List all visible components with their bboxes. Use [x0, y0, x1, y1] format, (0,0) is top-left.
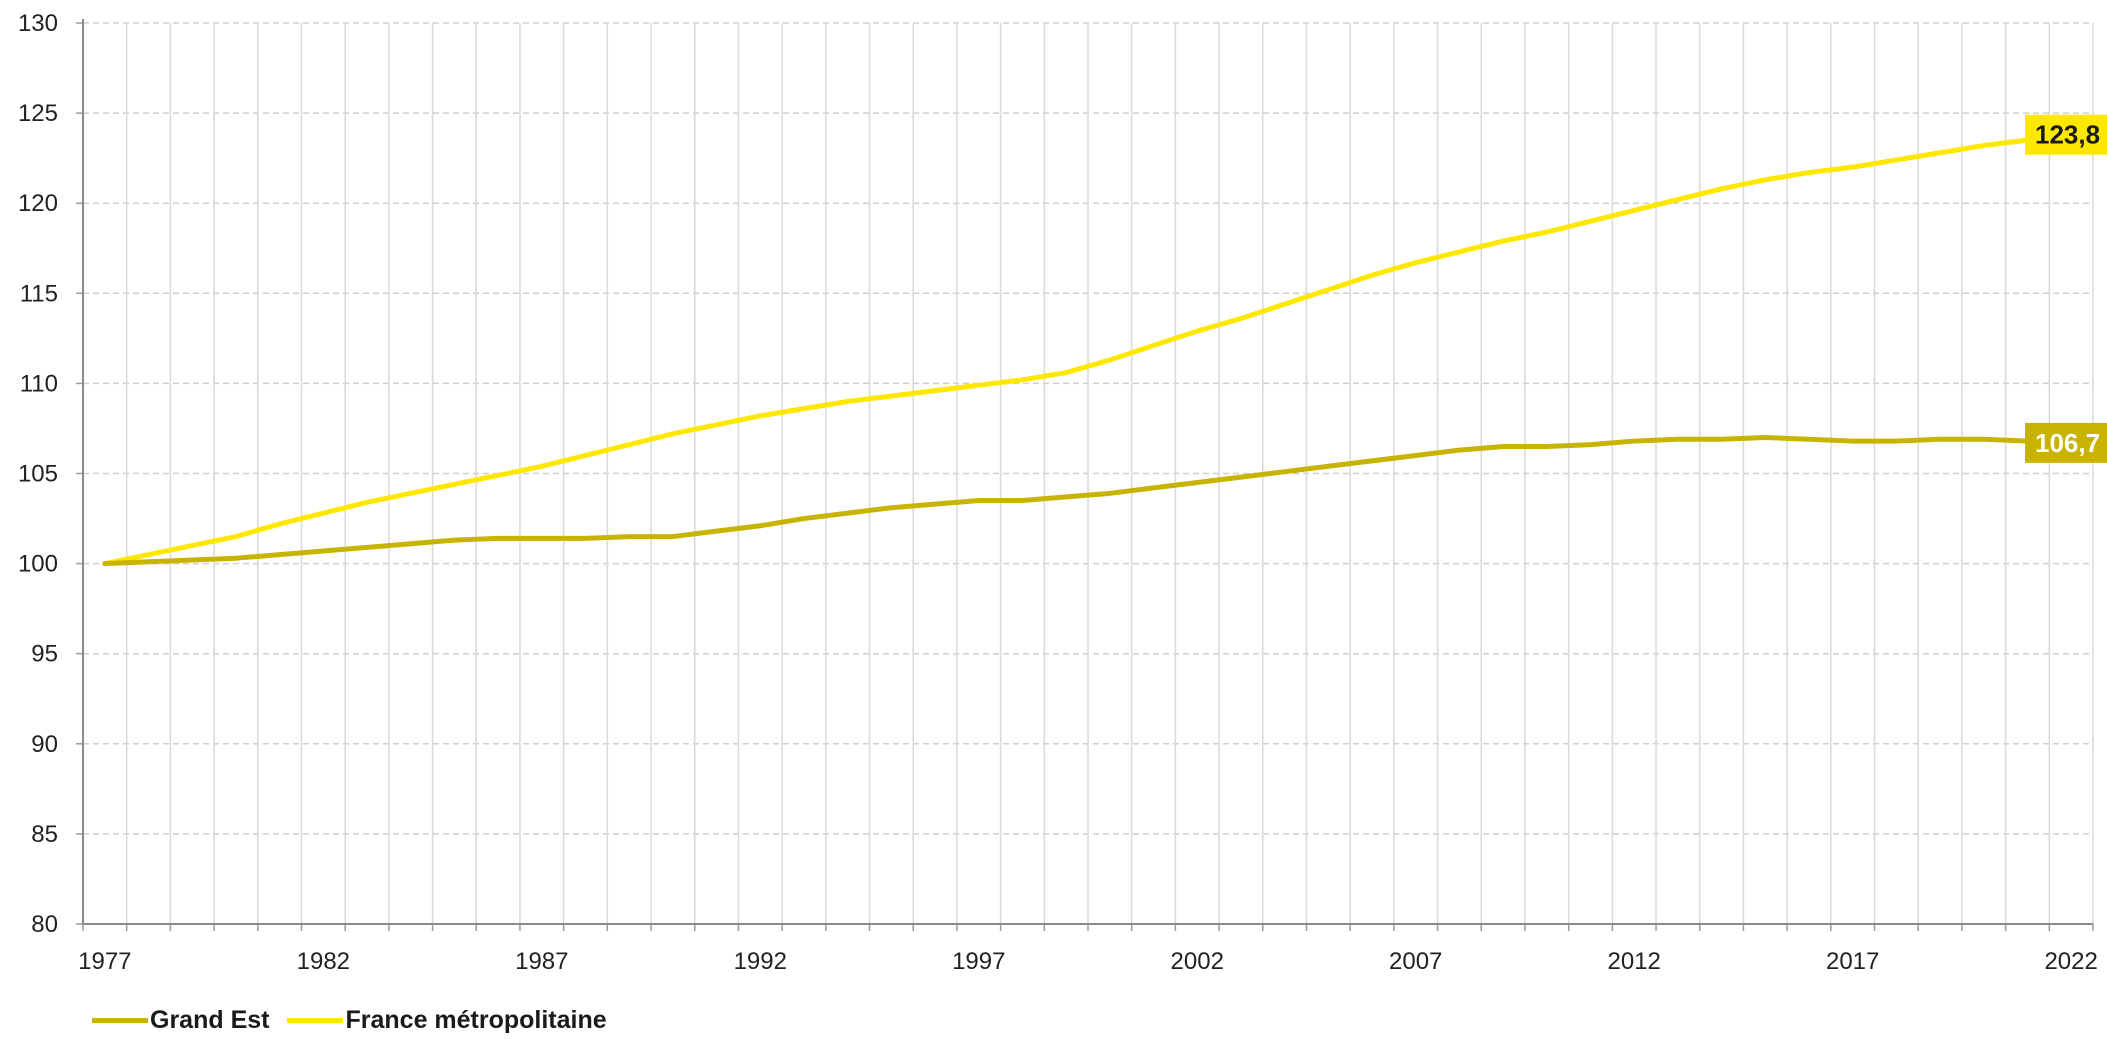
x-axis-tick-labels: 1977 1982 1987 1992 1997 2002 2007 2012 2017 2022 [78, 948, 2098, 975]
x-tick-label: 1977 [78, 948, 131, 975]
y-tick-label: 100 [18, 551, 58, 578]
legend: Grand Est France métropolitaine [92, 1006, 625, 1035]
y-tick-label: 90 [31, 731, 58, 758]
end-value-labels: 106,7 123,8 [2025, 114, 2107, 463]
legend-label-france-metropolitaine: France métropolitaine [345, 1006, 607, 1034]
y-tick-label: 95 [31, 641, 58, 668]
legend-item-france-metropolitaine: France métropolitaine [287, 1006, 607, 1035]
end-label-box [2025, 422, 2107, 463]
x-tick-label: 2012 [1608, 948, 1661, 975]
vertical-gridlines [125, 23, 2094, 924]
x-tick-label: 2002 [1171, 948, 1224, 975]
x-tick-label: 2007 [1389, 948, 1442, 975]
x-tick-label: 1997 [952, 948, 1005, 975]
legend-label-grand-est: Grand Est [150, 1006, 270, 1034]
series-line-grand-est [102, 434, 2074, 567]
x-tick-label: 2017 [1826, 948, 1879, 975]
legend-swatch-france-metropolitaine [287, 1018, 344, 1023]
end-value-label: 123,8 [2035, 120, 2100, 150]
y-tick-label: 120 [18, 190, 58, 217]
y-tick-label: 115 [20, 280, 58, 307]
y-tick-label: 85 [31, 821, 58, 848]
x-tick-label: 2022 [2044, 948, 2097, 975]
x-tick-label: 1982 [297, 948, 350, 975]
y-tick-label: 110 [20, 370, 58, 397]
series-lines [102, 132, 2074, 567]
y-axis-tick-labels: 80 85 90 95 100 105 110 115 120 125 130 [18, 10, 58, 938]
end-value-label: 106,7 [2035, 428, 2100, 458]
x-tick-label: 1992 [734, 948, 787, 975]
axes [76, 19, 2094, 931]
series-line-france-m-tropolitaine [102, 132, 2074, 567]
legend-swatch-grand-est [92, 1018, 148, 1023]
x-tick-label: 1987 [515, 948, 568, 975]
y-tick-label: 130 [18, 10, 58, 37]
end-label-box [2025, 114, 2107, 155]
legend-item-grand-est: Grand Est [92, 1006, 269, 1035]
y-tick-label: 80 [31, 911, 58, 938]
y-tick-label: 105 [18, 461, 58, 488]
y-tick-label: 125 [18, 100, 58, 127]
